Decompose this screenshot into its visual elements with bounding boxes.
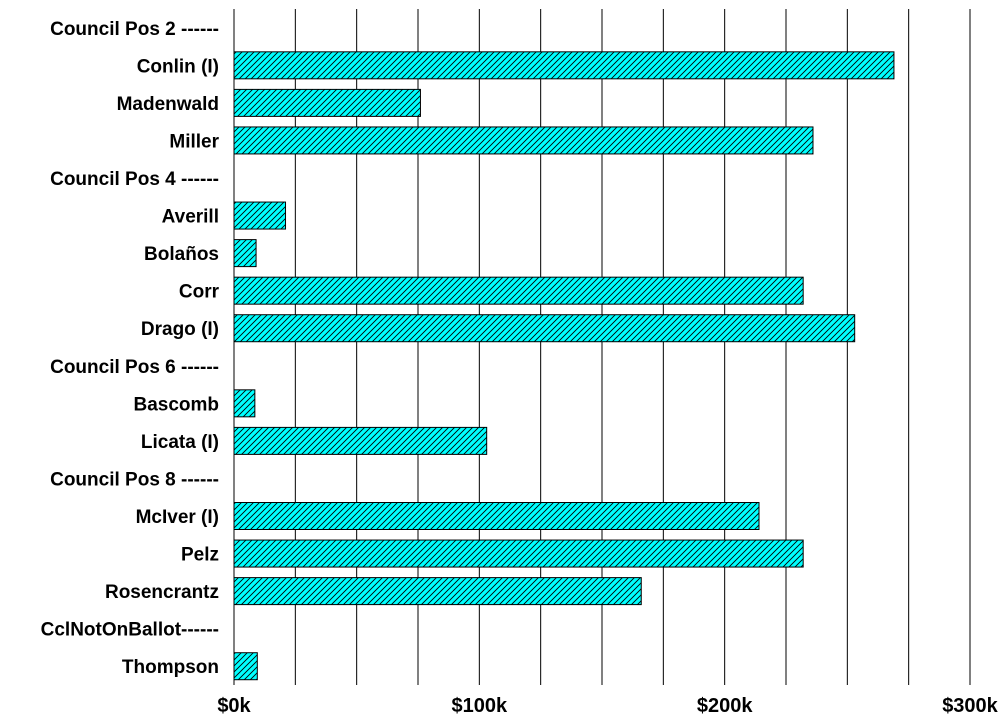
bar [233, 652, 258, 681]
bar [233, 126, 814, 155]
bar [233, 389, 256, 418]
gridlines [294, 9, 971, 685]
category-label: CclNotOnBallot------ [41, 620, 219, 641]
category-label: Council Pos 2 ------ [50, 19, 219, 40]
category-label: Drago (I) [141, 319, 219, 340]
category-labels: Council Pos 2 ------ Conlin (I) Madenwald M… [41, 19, 220, 678]
category-label: Bolaños [144, 244, 219, 265]
bar [233, 239, 257, 268]
bar [233, 276, 804, 305]
category-label: Corr [179, 282, 220, 303]
category-label: Council Pos 8 ------ [50, 469, 219, 490]
category-label: Averill [162, 207, 219, 228]
x-tick-label: $300k [942, 695, 998, 715]
bar [233, 577, 642, 606]
bar [233, 88, 421, 117]
bar [233, 426, 488, 455]
x-tick-label: $100k [452, 695, 508, 715]
x-tick-label: $200k [697, 695, 753, 715]
category-label: Bascomb [133, 394, 219, 415]
category-label: Madenwald [117, 94, 219, 115]
category-label: Miller [169, 131, 219, 152]
category-label: Conlin (I) [137, 56, 219, 77]
category-label: McIver (I) [136, 507, 219, 528]
category-label: Thompson [122, 657, 219, 678]
bar [233, 502, 760, 530]
bars [233, 51, 895, 681]
bar [233, 314, 856, 343]
category-label: Council Pos 6 ------ [50, 357, 219, 378]
category-label: Rosencrantz [105, 582, 219, 603]
bar [233, 51, 895, 80]
category-label: Council Pos 4 ------ [50, 169, 219, 190]
x-tick-labels: $0k $100k $200k $300k [217, 695, 998, 715]
category-label: Pelz [181, 545, 219, 566]
x-tick-label: $0k [217, 695, 251, 715]
bar [233, 201, 287, 230]
bar [233, 539, 804, 568]
category-label: Licata (I) [141, 432, 219, 453]
